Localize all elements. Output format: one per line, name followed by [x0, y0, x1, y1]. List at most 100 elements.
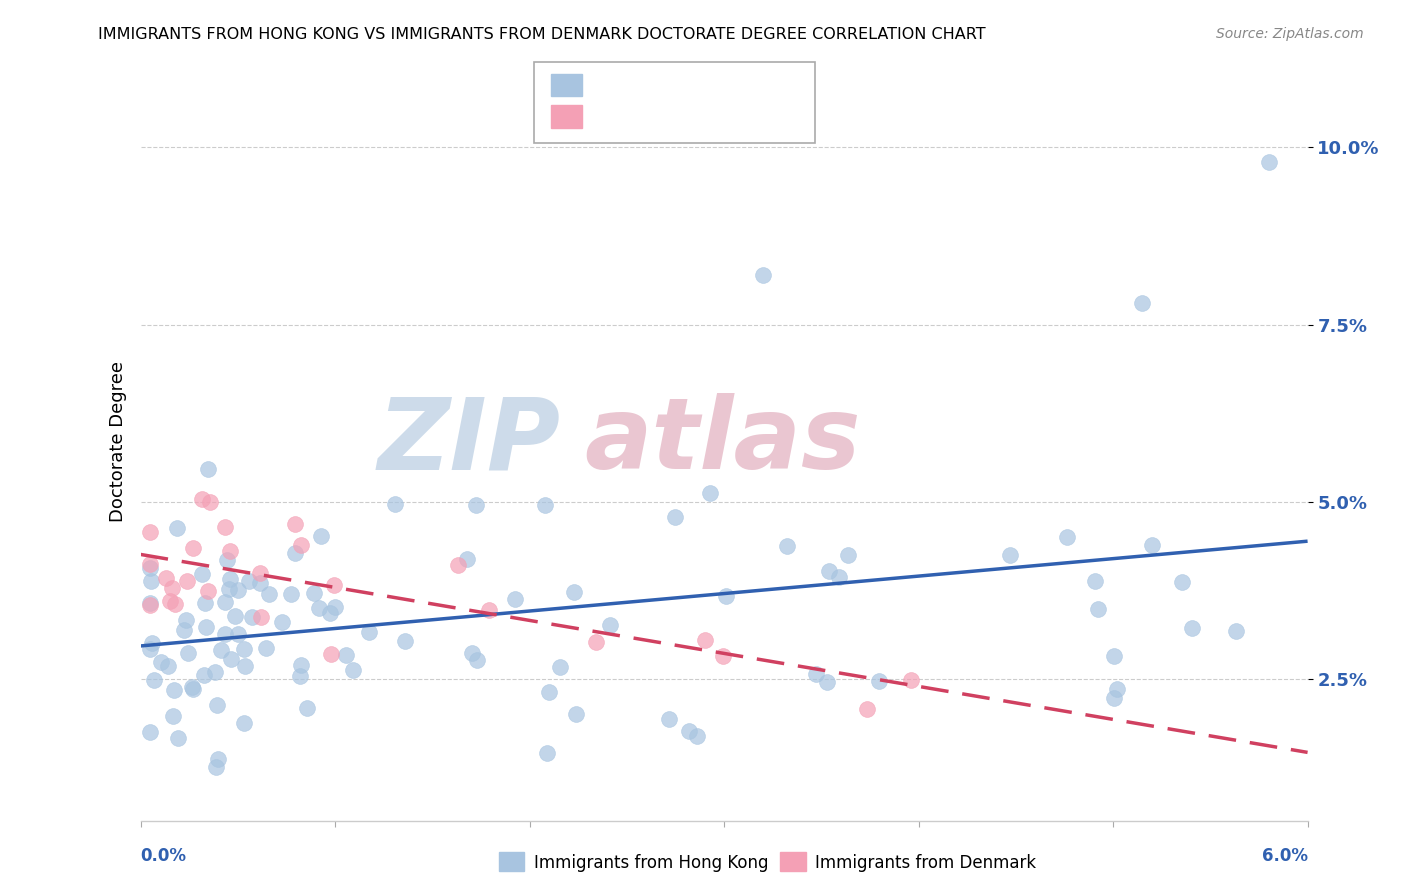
Point: [1084, 574, 1107, 588]
Point: [536, 747, 558, 761]
Text: Immigrants from Hong Kong: Immigrants from Hong Kong: [534, 854, 769, 871]
Text: R =  -0.211  N =  27: R = -0.211 N = 27: [593, 107, 793, 125]
Point: [149, 655, 172, 669]
Point: [233, 716, 256, 731]
Point: [270, 615, 292, 629]
Point: [177, 646, 200, 660]
Point: [257, 587, 280, 601]
Point: [550, 659, 572, 673]
Point: [166, 521, 188, 535]
Text: Immigrants from Denmark: Immigrants from Denmark: [815, 854, 1036, 871]
Point: [249, 576, 271, 591]
Point: [685, 729, 707, 743]
Point: [176, 574, 198, 589]
Point: [191, 491, 214, 506]
Bar: [499, 852, 524, 871]
Point: [215, 553, 238, 567]
Point: [711, 649, 734, 664]
Point: [141, 636, 163, 650]
Point: [321, 648, 343, 662]
Point: [599, 618, 621, 632]
Point: [776, 539, 799, 553]
Point: [297, 700, 319, 714]
Point: [254, 641, 277, 656]
Point: [752, 268, 775, 282]
Point: [288, 669, 311, 683]
Point: [155, 571, 177, 585]
Point: [562, 585, 585, 599]
Point: [209, 643, 232, 657]
Point: [224, 608, 246, 623]
Point: [342, 663, 364, 677]
Bar: [780, 852, 806, 871]
Bar: [551, 105, 582, 128]
Point: [1170, 574, 1192, 589]
Point: [456, 551, 478, 566]
Point: [998, 549, 1021, 563]
Text: 6.0%: 6.0%: [1261, 847, 1308, 865]
Point: [1102, 649, 1125, 664]
Point: [322, 578, 344, 592]
Point: [308, 601, 330, 615]
Point: [837, 548, 859, 562]
Point: [233, 642, 256, 657]
Point: [139, 596, 162, 610]
Point: [226, 627, 249, 641]
Point: [394, 634, 416, 648]
Point: [197, 584, 219, 599]
Point: [139, 724, 162, 739]
Point: [302, 586, 325, 600]
Point: [207, 751, 229, 765]
Point: [478, 603, 501, 617]
Point: [214, 520, 236, 534]
Point: [183, 681, 205, 696]
Point: [678, 724, 700, 739]
Point: [207, 698, 229, 713]
Text: atlas: atlas: [583, 393, 860, 490]
Point: [194, 620, 217, 634]
Point: [249, 566, 271, 581]
Text: R = -0.030  N = 100: R = -0.030 N = 100: [593, 77, 783, 95]
Point: [856, 702, 879, 716]
Point: [219, 572, 242, 586]
Point: [181, 681, 204, 695]
Point: [505, 591, 527, 606]
Point: [233, 659, 256, 673]
Point: [139, 525, 162, 540]
Point: [218, 582, 240, 596]
Point: [139, 641, 162, 656]
Point: [194, 596, 217, 610]
Point: [290, 657, 312, 672]
Point: [1056, 530, 1078, 544]
Point: [533, 498, 555, 512]
Point: [200, 495, 222, 509]
Point: [284, 546, 307, 560]
Point: [1102, 691, 1125, 706]
Point: [204, 760, 226, 774]
Point: [1142, 538, 1164, 552]
Point: [565, 707, 588, 722]
Point: [357, 624, 380, 639]
Point: [695, 632, 717, 647]
Point: [139, 557, 162, 571]
Point: [226, 582, 249, 597]
Point: [465, 653, 488, 667]
Point: [167, 731, 190, 745]
Text: IMMIGRANTS FROM HONG KONG VS IMMIGRANTS FROM DENMARK DOCTORATE DEGREE CORRELATIO: IMMIGRANTS FROM HONG KONG VS IMMIGRANTS …: [98, 27, 986, 42]
Point: [585, 635, 607, 649]
Point: [139, 598, 162, 612]
Point: [817, 564, 839, 578]
Point: [280, 586, 302, 600]
Point: [214, 595, 236, 609]
Point: [335, 648, 357, 663]
Point: [815, 675, 838, 690]
Point: [664, 510, 686, 524]
Point: [162, 581, 184, 595]
Point: [221, 652, 243, 666]
Point: [214, 627, 236, 641]
Point: [190, 566, 212, 581]
Point: [868, 674, 890, 689]
Point: [461, 646, 484, 660]
Point: [465, 498, 488, 512]
Point: [238, 574, 260, 588]
